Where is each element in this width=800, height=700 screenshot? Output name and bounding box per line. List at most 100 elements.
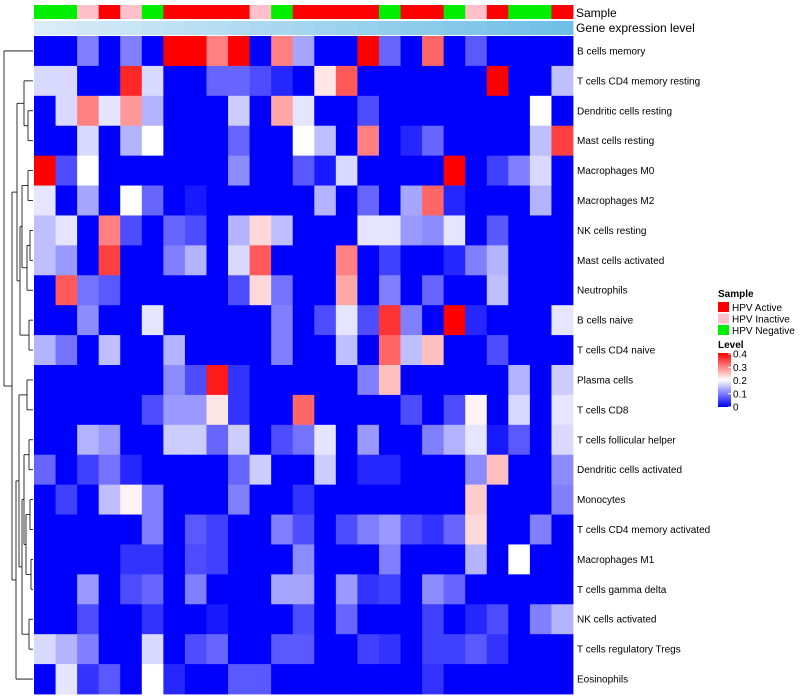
heatmap-cell (55, 245, 78, 276)
gene-annotation-cell (206, 21, 229, 35)
heatmap-cell (271, 275, 294, 306)
heatmap-cell (249, 394, 272, 426)
heatmap-cell (486, 394, 509, 426)
heatmap-cell (465, 394, 488, 426)
heatmap-cell (551, 514, 574, 545)
heatmap-cell (465, 544, 488, 575)
heatmap-cell (357, 305, 380, 336)
heatmap-cell (422, 424, 445, 456)
heatmap-cell (314, 125, 337, 157)
heatmap-cell (292, 634, 315, 665)
heatmap-cell (422, 514, 445, 545)
heatmap-cell (98, 95, 121, 127)
heatmap-cell (508, 574, 531, 605)
heatmap-cell (141, 155, 164, 186)
gene-annotation-cell (551, 21, 574, 35)
heatmap-cell (551, 305, 574, 336)
heatmap-cell (400, 245, 423, 276)
heatmap-cell (249, 514, 272, 545)
heatmap-cell (163, 95, 186, 127)
heatmap-cell (249, 125, 272, 157)
heatmap-cell (120, 36, 143, 67)
heatmap-cell (486, 365, 509, 396)
heatmap-cell (422, 574, 445, 605)
heatmap-cell (357, 544, 380, 575)
heatmap-cell (508, 424, 531, 456)
heatmap-cell (378, 454, 401, 486)
heatmap-cell (400, 574, 423, 605)
heatmap-cell (422, 215, 445, 246)
heatmap-cell (271, 365, 294, 396)
heatmap-cell (141, 275, 164, 306)
row-label: Macrophages M1 (577, 555, 655, 566)
row-label: Macrophages M2 (577, 196, 655, 207)
heatmap-cell (163, 275, 186, 306)
heatmap-cell (141, 36, 164, 67)
heatmap-cell (378, 604, 401, 635)
heatmap-cell (206, 305, 229, 336)
heatmap-cell (314, 454, 337, 486)
heatmap-cell (55, 36, 78, 67)
row-label: Eosinophils (577, 675, 628, 686)
heatmap-cell (55, 424, 78, 456)
heatmap-cell (378, 664, 401, 695)
heatmap-cell (486, 305, 509, 336)
heatmap-cell (378, 125, 401, 157)
heatmap-cell (400, 335, 423, 366)
row-labels: B cells memory T cells CD4 memory resting… (577, 46, 710, 685)
heatmap-cell (206, 604, 229, 635)
heatmap-cell (357, 36, 380, 67)
heatmap-cell (98, 125, 121, 157)
heatmap-cell (400, 514, 423, 545)
row-label: T cells follicular helper (577, 435, 676, 446)
heatmap-cell (141, 604, 164, 635)
heatmap-cell (141, 634, 164, 665)
level-tick-label: 0 (733, 403, 739, 414)
heatmap-cell (378, 574, 401, 605)
heatmap-cell (163, 544, 186, 575)
heatmap-cell (357, 185, 380, 216)
heatmap-cell (551, 335, 574, 366)
heatmap-cell (34, 305, 56, 336)
sample-annotation-cell (443, 5, 466, 19)
heatmap-cell (292, 95, 315, 127)
heatmap-cell (98, 664, 121, 695)
heatmap-cell (228, 454, 250, 486)
heatmap-cell (120, 454, 143, 486)
sample-annotation-cell (141, 5, 164, 19)
heatmap-cell (508, 125, 531, 157)
heatmap-cell (486, 634, 509, 665)
heatmap-cell (98, 215, 121, 246)
heatmap-cell (98, 424, 121, 456)
heatmap-cell (529, 185, 552, 216)
heatmap-cell (184, 125, 207, 157)
heatmap-cell (400, 604, 423, 635)
heatmap-cell (443, 574, 466, 605)
heatmap-cell (184, 185, 207, 216)
row-label: T cells CD4 memory activated (577, 525, 710, 536)
heatmap-cell (443, 125, 466, 157)
heatmap-cell (400, 544, 423, 575)
heatmap-cell (508, 335, 531, 366)
heatmap-cell (206, 125, 229, 157)
heatmap-cell (98, 155, 121, 186)
heatmap-cell (271, 305, 294, 336)
heatmap-cell (465, 65, 488, 97)
heatmap-cell (335, 544, 358, 575)
gene-annotation-cell (141, 21, 164, 35)
heatmap-cell (486, 484, 509, 515)
heatmap-cell (141, 484, 164, 515)
heatmap-cell (163, 215, 186, 246)
heatmap-cell (271, 574, 294, 605)
sample-legend-title: Sample (718, 289, 754, 300)
heatmap-cell (98, 245, 121, 276)
sample-annotation-cell (551, 5, 574, 19)
heatmap-cell (465, 245, 488, 276)
heatmap-cell (120, 275, 143, 306)
heatmap-cell (55, 604, 78, 635)
heatmap-cell (184, 335, 207, 366)
heatmap-cell (120, 95, 143, 127)
heatmap-cell (292, 424, 315, 456)
heatmap-cell (335, 604, 358, 635)
heatmap-cell (486, 155, 509, 186)
